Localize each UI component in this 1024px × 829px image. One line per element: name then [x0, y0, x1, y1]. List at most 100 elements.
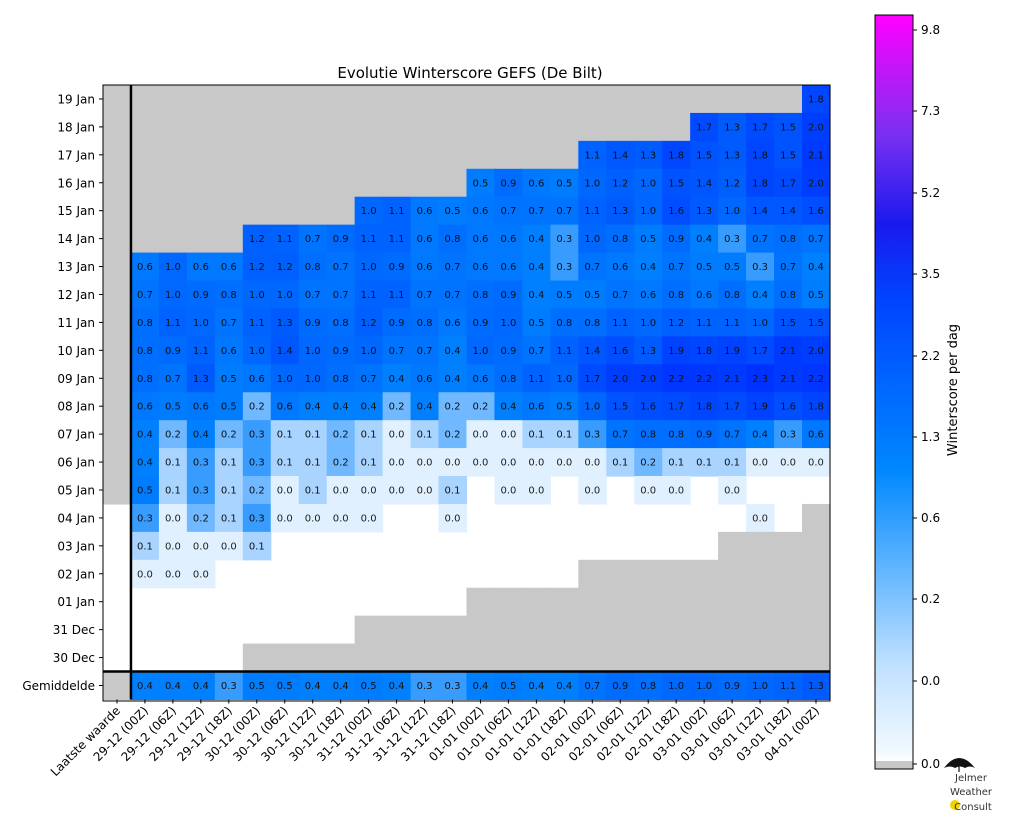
cell-r0-c23: [746, 85, 775, 114]
cell-r14-c5: [242, 476, 272, 505]
cell-r10-c9-label: 0.7: [361, 374, 377, 385]
cell-r8-c18-label: 1.1: [612, 318, 628, 329]
cell-r3-c4: [214, 168, 244, 198]
cell-r1-c21-label: 1.7: [696, 122, 712, 133]
cell-r2-c12: [438, 140, 468, 170]
cell-r10-c7: [298, 364, 328, 393]
cell-r12-c4: [214, 420, 244, 449]
cell-r14-c1-label: 0.5: [137, 485, 153, 496]
avg-cell-c24: [774, 671, 803, 701]
avg-cell-c8-label: 0.4: [333, 681, 349, 692]
cell-r6-c18: [606, 252, 635, 282]
cell-r8-c8-label: 0.8: [333, 318, 349, 329]
cell-r9-c8: [326, 336, 356, 365]
cell-r6-c5-label: 1.2: [249, 262, 265, 273]
cell-r14-c17: [578, 476, 607, 505]
cell-r3-c18-label: 1.2: [612, 178, 628, 189]
cell-r7-c18: [606, 280, 635, 310]
cell-r16-c1: [130, 531, 160, 561]
cell-r2-c23: [746, 140, 775, 170]
cell-r6-c19-label: 0.4: [640, 262, 656, 273]
cell-r2-c6: [270, 140, 300, 170]
cell-r5-c11: [410, 224, 440, 254]
avg-cell-c24-label: 1.1: [780, 681, 796, 692]
jelmer-weather-consult-logo: Jelmer Weather Consult: [944, 758, 993, 813]
cell-r15-c23-label: 0.0: [752, 513, 768, 524]
cell-r2-c16: [550, 140, 579, 170]
cell-r13-c2-label: 0.1: [165, 458, 181, 469]
cell-r8-c23-label: 1.0: [752, 318, 768, 329]
cell-r14-c15-label: 0.0: [528, 485, 544, 496]
cell-r13-c21: [690, 448, 719, 477]
cell-r5-c22-label: 0.3: [724, 234, 740, 245]
cell-r4-c3: [186, 196, 216, 226]
cell-r8-c13-label: 0.9: [473, 318, 489, 329]
cell-r13-c14-label: 0.0: [500, 458, 516, 469]
cell-r16-c2-label: 0.0: [165, 541, 181, 552]
cell-r11-c4: [214, 392, 244, 421]
cell-r11-c5: [242, 392, 272, 421]
cell-r12-c20-label: 0.8: [668, 430, 684, 441]
avg-cell-c14: [494, 671, 523, 701]
cell-r7-c20-label: 0.8: [668, 290, 684, 301]
cell-r6-c2: [158, 252, 188, 282]
cell-r6-c7: [298, 252, 328, 282]
cell-r9-c14-label: 0.9: [500, 346, 516, 357]
cell-r13-c4-label: 0.1: [221, 458, 237, 469]
cell-r8-c20-label: 1.2: [668, 318, 684, 329]
cell-r0-c8: [326, 85, 356, 114]
cell-r5-c1: [130, 224, 160, 254]
cell-r12-c4-label: 0.2: [221, 430, 237, 441]
cell-r12-c11: [410, 420, 440, 449]
cell-r15-c6: [270, 503, 300, 533]
cell-r9-c10: [382, 336, 412, 365]
cell-r9-c7-label: 1.0: [305, 346, 321, 357]
avg-cell-c15-label: 0.4: [528, 681, 544, 692]
cell-r10-c23-label: 2.3: [752, 374, 768, 385]
cell-r5-c18-label: 0.8: [612, 234, 628, 245]
cell-r13-c23: [746, 448, 775, 477]
cell-r18-c20: [662, 587, 691, 617]
cell-r13-c6: [270, 448, 300, 477]
cell-r10-c2-label: 0.7: [165, 374, 181, 385]
cell-r4-c15-label: 0.7: [528, 206, 544, 217]
cell-r8-c11-label: 0.8: [417, 318, 433, 329]
cell-r15-c8: [326, 503, 356, 533]
cell-r4-c19-label: 1.0: [640, 206, 656, 217]
cell-r1-c17: [578, 112, 607, 142]
cell-r3-c5: [242, 168, 272, 198]
cell-r17-c3-label: 0.0: [193, 569, 209, 580]
cell-r15-c6-label: 0.0: [277, 513, 293, 524]
cell-r9-c15: [522, 336, 551, 365]
cell-r13-c10-label: 0.0: [389, 458, 405, 469]
cell-r3-c19: [634, 168, 663, 198]
cell-r1-c7: [298, 112, 328, 142]
cell-r6-c12: [438, 252, 468, 282]
cell-r1-c14: [494, 112, 523, 142]
avg-cell-c17: [578, 671, 607, 701]
cell-r12-c12: [438, 420, 468, 449]
cell-r6-c11-label: 0.6: [417, 262, 433, 273]
cell-r20-c18: [606, 643, 635, 673]
cell-r1-c21: [690, 112, 719, 142]
cell-r8-c1-label: 0.8: [137, 318, 153, 329]
cell-r14-c3-label: 0.3: [193, 485, 209, 496]
cell-r14-c3: [186, 476, 216, 505]
cell-r10-c4-label: 0.5: [221, 374, 237, 385]
cell-r14-c2-label: 0.1: [165, 485, 181, 496]
cell-r9-c25-label: 2.0: [808, 346, 824, 357]
cell-r9-c1: [130, 336, 160, 365]
avg-cell-c14-label: 0.5: [500, 681, 516, 692]
y-tick-label: 15 Jan: [57, 204, 95, 218]
cell-r7-c3-label: 0.9: [193, 290, 209, 301]
cell-r4-c23: [746, 196, 775, 226]
cell-r7-c19: [634, 280, 663, 310]
cell-r10-c15-label: 1.1: [528, 374, 544, 385]
cell-r1-c13: [466, 112, 496, 142]
y-tick-label: 02 Jan: [57, 567, 95, 581]
cell-r3-c17: [578, 168, 607, 198]
cell-r3-c13-label: 0.5: [473, 178, 489, 189]
